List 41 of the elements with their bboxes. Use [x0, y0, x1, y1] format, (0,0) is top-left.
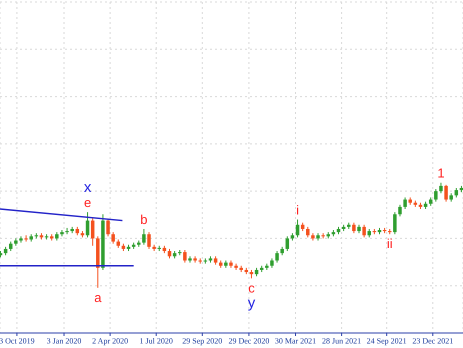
- annotation: x: [84, 179, 92, 196]
- annotation: b: [140, 212, 148, 227]
- annotation: y: [248, 294, 256, 312]
- candlestick: [393, 212, 397, 235]
- candlestick: [168, 248, 172, 259]
- candlestick: [8, 241, 12, 252]
- x-tick-label: 24 Sep 2021: [366, 336, 407, 346]
- candlestick: [275, 250, 279, 264]
- candlestick: [434, 188, 438, 202]
- annotation: i: [296, 202, 300, 218]
- x-tick-label: 28 Jun 2021: [322, 336, 362, 346]
- candlestick: [439, 182, 443, 194]
- candlestick: [398, 204, 402, 217]
- candlestick: [106, 218, 110, 237]
- candlestick: [142, 228, 146, 246]
- candlestick: [286, 236, 290, 252]
- x-tick-label: 3 Jan 2020: [46, 336, 82, 346]
- annotation: ii: [386, 236, 393, 252]
- candlestick: [111, 232, 115, 244]
- candlestick: [306, 226, 310, 238]
- candlestick: [90, 218, 94, 246]
- annotation: e: [84, 195, 92, 210]
- x-tick-label: 23 Dec 2021: [412, 336, 454, 346]
- candlestick: [183, 249, 187, 264]
- candlestick: [86, 212, 90, 238]
- x-tick-label: 2 Apr 2020: [92, 336, 128, 346]
- candlestick: [454, 187, 458, 198]
- x-tick-label: 29 Sep 2020: [182, 336, 222, 346]
- x-tick-label: 1 Jul 2020: [140, 336, 173, 346]
- annotation: 1: [437, 166, 445, 181]
- candlestick: [270, 258, 274, 268]
- candlestick: [444, 184, 448, 202]
- candlestick: [362, 224, 366, 238]
- x-tick-label: 30 Mar 2021: [274, 336, 316, 346]
- candlestick: [147, 232, 151, 250]
- x-tick-label: 29 Dec 2020: [228, 336, 270, 346]
- candlestick: [403, 196, 407, 210]
- annotation: a: [94, 290, 102, 305]
- candlestick: [352, 222, 356, 234]
- candlestick: [296, 219, 300, 238]
- annotation: c: [248, 280, 256, 296]
